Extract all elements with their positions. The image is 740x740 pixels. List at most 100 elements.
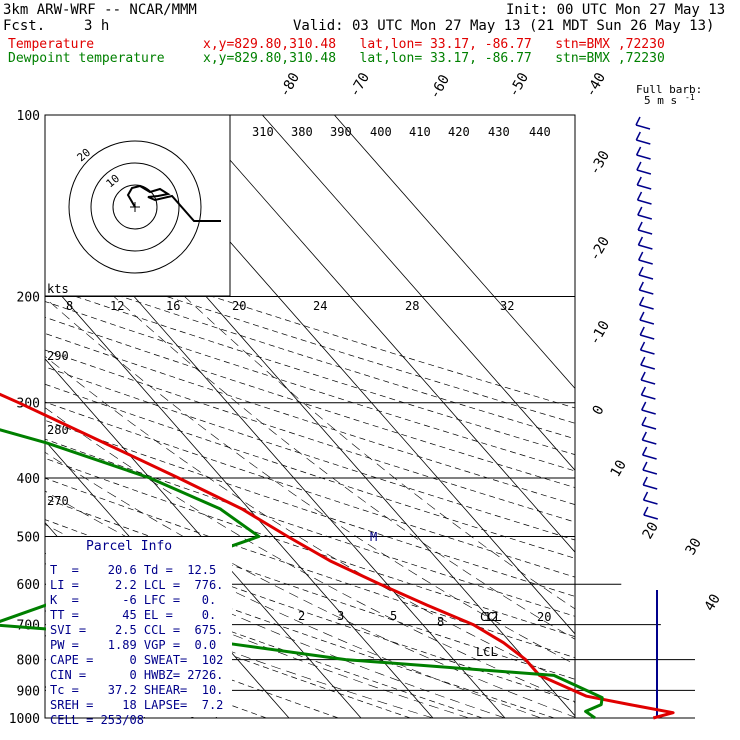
temperature-line xyxy=(0,392,675,720)
moist-adiabat-30 xyxy=(113,296,575,640)
wind-barb-staff xyxy=(635,124,651,130)
isotherm-label--50: -50 xyxy=(506,70,533,100)
hodograph-ring-10 xyxy=(112,184,158,230)
wind-barb xyxy=(639,311,655,325)
wind-barbs xyxy=(635,116,659,718)
parcel-row: CELL = 253/08 xyxy=(50,713,144,727)
dry-adiabat-330 xyxy=(45,438,575,617)
pressure-label-900: 900 xyxy=(17,684,40,699)
wind-barb xyxy=(635,146,651,160)
wind-barb-staff xyxy=(638,244,653,250)
wind-barb-staff xyxy=(641,424,657,430)
wind-barb-flag xyxy=(638,251,644,261)
parcel-row: CAPE = 0 SWEAT= 102 xyxy=(50,653,224,667)
wind-barb-flag xyxy=(638,266,644,276)
isotherm-label-20: 20 xyxy=(640,519,662,542)
wind-barb xyxy=(641,431,657,445)
isotherm-label-0: 0 xyxy=(590,403,608,418)
theta-label-410: 410 xyxy=(409,125,431,139)
theta-side-label-280: 280 xyxy=(47,423,69,437)
pressure-label-200: 200 xyxy=(17,291,40,306)
wind-barb-staff xyxy=(640,349,655,355)
wind-barb xyxy=(635,131,651,145)
pressure-label-600: 600 xyxy=(17,578,40,593)
pressure-label-400: 400 xyxy=(17,472,40,487)
isotherm--20 xyxy=(45,358,362,718)
wind-barb xyxy=(643,506,659,520)
isotherm-50 xyxy=(334,115,575,390)
wind-barb-flag xyxy=(639,311,645,321)
wind-barb-flag xyxy=(639,341,646,351)
wind-barb-staff xyxy=(637,214,653,220)
wind-barb xyxy=(641,401,656,415)
moist-adiabat-0 xyxy=(45,524,506,718)
wind-barb xyxy=(641,446,657,460)
pressure-label-100: 100 xyxy=(17,109,40,124)
wind-barb-flag xyxy=(638,296,645,306)
theta-label-430: 430 xyxy=(488,125,510,139)
parcel-row: Tc = 37.2 SHEAR= 10. xyxy=(50,683,224,697)
parcel-row: T = 20.6 Td = 12.5 xyxy=(50,563,217,577)
parcel-row: TT = 45 EL = 0. xyxy=(50,608,217,622)
forecast-label: Fcst. xyxy=(3,18,46,34)
wind-barb-staff xyxy=(637,199,652,205)
model-title: 3km ARW-WRF -- NCAR/MMM xyxy=(3,2,197,18)
moist-adiabat-35 xyxy=(184,296,575,610)
legend-dewpoint-name: Dewpoint temperature xyxy=(8,51,165,66)
dry-adiabat-400 xyxy=(45,316,575,488)
isotherm-label--30: -30 xyxy=(587,148,614,178)
pressure-label-500: 500 xyxy=(17,530,40,545)
hodograph-box xyxy=(44,114,231,297)
parcel-info-panel: Parcel Info T = 20.6 Td = 12.5 LI = 2.2 L… xyxy=(46,537,232,727)
hodograph-trace xyxy=(126,184,221,222)
dry-adiabat-270 xyxy=(45,563,483,718)
theta-side-label-290: 290 xyxy=(47,349,69,363)
ccl-marker: CCL xyxy=(480,610,502,624)
theta-label-390: 390 xyxy=(330,125,352,139)
pressure-label-800: 800 xyxy=(17,654,40,669)
isotherm-label--70: -70 xyxy=(347,70,374,100)
kts-scale-12: 12 xyxy=(110,299,124,313)
wind-barb-staff xyxy=(642,469,658,475)
moist-adiabat-20 xyxy=(45,355,575,686)
wind-barb-flag xyxy=(637,206,643,216)
mixing-ratio-label-5: 5 xyxy=(390,609,397,623)
isotherm-30 xyxy=(190,115,575,553)
parcel-row: LI = 2.2 LCL = 776. xyxy=(50,578,224,592)
kts-scale-8: 8 xyxy=(66,299,73,313)
parcel-row: SREH = 18 LAPSE= 7.2 xyxy=(50,698,224,712)
theta-side-label-270: 270 xyxy=(47,494,69,508)
wind-barb-staff xyxy=(640,364,656,370)
wind-barb xyxy=(637,221,653,235)
legend-temperature-info: x,y=829.80,310.48 lat,lon= 33.17, -86.77… xyxy=(203,37,665,52)
isotherm-label-30: 30 xyxy=(683,535,705,558)
wind-barb-flag xyxy=(641,416,647,426)
isotherm-label--10: -10 xyxy=(587,318,614,348)
mixing-ratio-label-12: 12 xyxy=(484,610,498,624)
wind-barb-flag xyxy=(636,161,642,171)
pressure-label-1000: 1000 xyxy=(9,712,40,727)
wind-barb-staff xyxy=(641,409,656,415)
wind-barb-flag xyxy=(642,461,648,471)
wind-barb xyxy=(640,371,656,385)
wind-barb-staff xyxy=(642,484,658,490)
wind-barb xyxy=(642,491,658,505)
kts-scale-28: 28 xyxy=(405,299,419,313)
wind-barb xyxy=(635,116,651,130)
mixing-ratio-label-8: 8 xyxy=(437,615,444,629)
hodograph-ring-20 xyxy=(90,162,180,252)
wind-barb-flag xyxy=(642,491,649,501)
wind-barb-staff xyxy=(636,169,652,175)
wind-barb-flag xyxy=(635,116,641,126)
parcel-row: PW = 1.89 VGP = 0.0 xyxy=(50,638,217,652)
parcel-row: CIN = 0 HWBZ= 2726. xyxy=(50,668,224,682)
dry-adiabat-320 xyxy=(45,457,575,638)
pressure-label-300: 300 xyxy=(17,397,40,412)
dry-adiabat-390 xyxy=(45,333,575,506)
full-barb-label: Full barb: xyxy=(636,83,702,96)
moist-adiabat-10 xyxy=(45,451,575,718)
wind-barb xyxy=(636,161,652,175)
hodograph-ring-30 xyxy=(68,140,202,274)
full-barb-units: 5 m s xyxy=(644,94,677,107)
